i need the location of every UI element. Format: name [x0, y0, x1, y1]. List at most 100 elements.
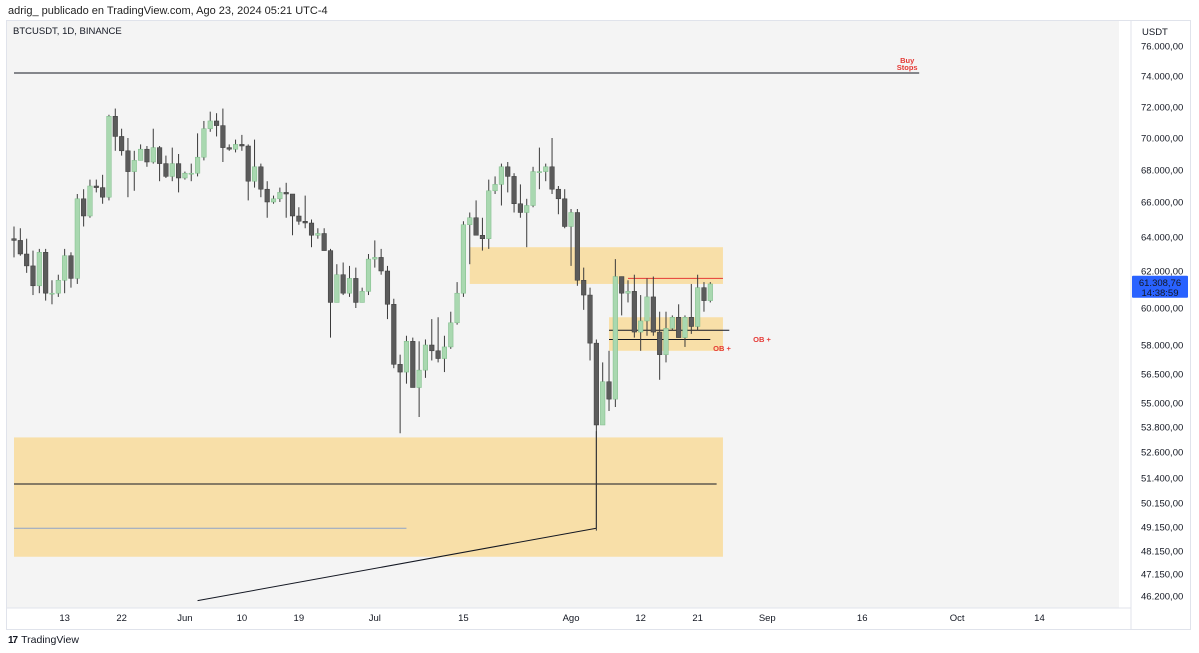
candle-down[interactable] — [587, 294, 593, 344]
candle-up[interactable] — [201, 128, 207, 158]
candle-up[interactable] — [682, 317, 688, 338]
candle-down[interactable] — [511, 176, 517, 204]
candle-down[interactable] — [220, 125, 226, 148]
candle-up[interactable] — [422, 344, 428, 371]
trend-line[interactable] — [197, 527, 597, 602]
supply-demand-zone[interactable] — [469, 247, 723, 284]
candle-up[interactable] — [346, 278, 353, 294]
candle-up[interactable] — [492, 184, 498, 192]
candle-up[interactable] — [277, 192, 283, 200]
candle-down[interactable] — [473, 217, 479, 236]
candle-up[interactable] — [543, 166, 549, 172]
candle-down[interactable] — [606, 381, 612, 400]
candle-up[interactable] — [106, 116, 112, 198]
candle-down[interactable] — [378, 257, 384, 272]
candle-down[interactable] — [562, 198, 568, 227]
candle-down[interactable] — [549, 166, 555, 190]
candle-down[interactable] — [581, 280, 587, 296]
candle-up[interactable] — [55, 280, 61, 294]
candle-down[interactable] — [119, 136, 125, 152]
candle-up[interactable] — [568, 212, 574, 227]
candle-up[interactable] — [454, 292, 460, 324]
candle-down[interactable] — [125, 150, 131, 172]
candle-down[interactable] — [214, 120, 220, 126]
candle-up[interactable] — [138, 148, 144, 161]
candle-down[interactable] — [258, 166, 264, 190]
candle-up[interactable] — [707, 283, 713, 301]
candle-up[interactable] — [663, 328, 669, 355]
candle-down[interactable] — [239, 144, 245, 147]
candle-down[interactable] — [650, 296, 656, 333]
candle-down[interactable] — [435, 350, 441, 359]
candle-up[interactable] — [460, 224, 466, 294]
candle-down[interactable] — [479, 235, 485, 239]
candle-down[interactable] — [93, 185, 99, 188]
candle-up[interactable] — [638, 320, 644, 333]
candle-up[interactable] — [169, 163, 175, 177]
candle-up[interactable] — [486, 190, 492, 239]
candle-up[interactable] — [403, 341, 410, 373]
candle-up[interactable] — [207, 120, 213, 129]
candle-down[interactable] — [688, 317, 694, 327]
candle-up[interactable] — [131, 160, 137, 172]
candle-up[interactable] — [524, 205, 530, 213]
candle-up[interactable] — [334, 274, 340, 303]
candle-down[interactable] — [657, 331, 663, 355]
candle-down[interactable] — [505, 166, 511, 177]
candle-up[interactable] — [530, 171, 536, 206]
candle-down[interactable] — [43, 252, 49, 294]
candle-down[interactable] — [112, 116, 118, 137]
candle-up[interactable] — [695, 287, 701, 327]
candle-up[interactable] — [182, 172, 188, 179]
candle-down[interactable] — [264, 188, 270, 203]
candle-down[interactable] — [429, 344, 435, 352]
candle-down[interactable] — [24, 253, 30, 267]
candle-up[interactable] — [536, 171, 542, 173]
candle-down[interactable] — [327, 250, 334, 303]
supply-demand-zone[interactable] — [14, 437, 723, 557]
candle-down[interactable] — [68, 255, 74, 279]
candle-down[interactable] — [574, 212, 580, 281]
candle-down[interactable] — [410, 341, 416, 388]
candle-up[interactable] — [467, 217, 473, 225]
candle-up[interactable] — [612, 276, 618, 400]
candle-down[interactable] — [283, 192, 289, 195]
candle-down[interactable] — [30, 265, 36, 287]
candle-up[interactable] — [233, 144, 239, 150]
candle-down[interactable] — [302, 221, 308, 224]
candle-down[interactable] — [308, 222, 315, 236]
candle-down[interactable] — [157, 147, 163, 164]
candle-up[interactable] — [625, 291, 631, 294]
candle-up[interactable] — [87, 185, 93, 217]
candle-down[interactable] — [296, 215, 302, 222]
candle-down[interactable] — [176, 163, 182, 179]
candle-up[interactable] — [251, 166, 258, 182]
candle-up[interactable] — [644, 296, 650, 322]
candle-up[interactable] — [448, 322, 454, 348]
candle-up[interactable] — [150, 147, 156, 163]
candle-down[interactable] — [144, 148, 150, 163]
time-axis[interactable]: 13 22 Jun 10 19 Jul 15 Ago 12 21 Sep 16 Oct 14 — [59, 613, 1044, 624]
candle-down[interactable] — [384, 270, 391, 305]
candle-up[interactable] — [62, 255, 68, 281]
candle-down[interactable] — [11, 238, 17, 241]
candle-up[interactable] — [372, 257, 378, 260]
candle-down[interactable] — [100, 187, 106, 198]
candle-up[interactable] — [315, 233, 321, 236]
candle-up[interactable] — [270, 198, 277, 203]
candle-up[interactable] — [359, 291, 365, 303]
candle-down[interactable] — [676, 317, 682, 338]
candle-up[interactable] — [365, 258, 372, 292]
candle-down[interactable] — [289, 193, 296, 217]
candle-down[interactable] — [619, 276, 625, 294]
candle-up[interactable] — [74, 198, 80, 279]
candle-down[interactable] — [555, 188, 561, 200]
candle-down[interactable] — [81, 198, 87, 217]
candle-up[interactable] — [416, 369, 422, 388]
candle-up[interactable] — [195, 156, 201, 174]
candle-down[interactable] — [321, 233, 327, 251]
candle-down[interactable] — [517, 203, 523, 213]
candle-up[interactable] — [188, 172, 194, 175]
price-axis[interactable]: 76.000,00 74.000,00 72.000,00 70.000,00 68.0… — [1141, 42, 1183, 603]
